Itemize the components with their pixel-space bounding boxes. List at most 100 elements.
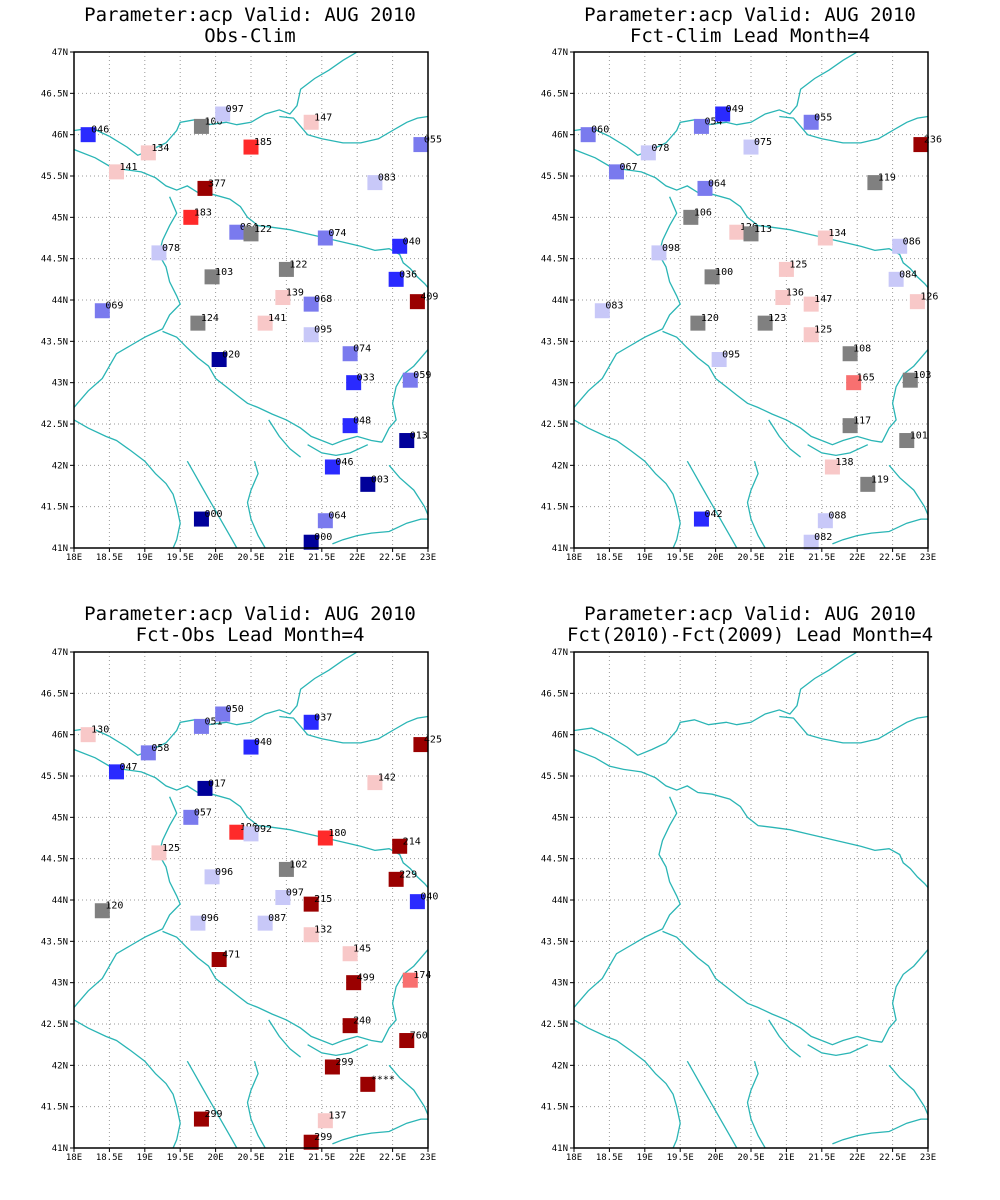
x-tick-label: 23E	[920, 553, 936, 563]
station-marker	[108, 164, 124, 180]
station-marker	[803, 296, 819, 312]
x-tick-label: 21.5E	[308, 1153, 335, 1163]
station-marker	[817, 513, 833, 529]
coastline	[574, 1019, 681, 1148]
station-value-label: 103	[215, 267, 233, 278]
station-marker	[204, 869, 220, 885]
station-marker	[151, 845, 167, 861]
station-marker	[197, 780, 213, 796]
station-marker	[413, 137, 429, 153]
coastline	[881, 949, 928, 1043]
station-value-label: 142	[378, 773, 396, 784]
coastline	[186, 460, 238, 548]
station-marker	[743, 226, 759, 242]
station-value-label: 229	[399, 869, 417, 880]
station-marker	[346, 375, 362, 391]
station-marker	[842, 418, 858, 434]
station-marker	[204, 269, 220, 285]
station-marker	[80, 727, 96, 743]
x-tick-label: 18.5E	[596, 1153, 623, 1163]
station-marker	[817, 230, 833, 246]
coastline	[574, 196, 681, 408]
x-tick-label: 18.5E	[596, 553, 623, 563]
station-value-label: 180	[328, 828, 346, 839]
station-value-label: 049	[726, 104, 744, 115]
panel-3-title-line1: Parameter:acp Valid: AUG 2010	[84, 603, 416, 625]
station-value-label: 132	[314, 925, 332, 936]
station-marker	[243, 226, 259, 242]
station-value-label: 050	[226, 704, 244, 715]
x-tick-label: 20.5E	[737, 553, 764, 563]
station-marker	[402, 372, 418, 388]
coastline	[74, 148, 428, 289]
panel-1-title-line1: Parameter:acp Valid: AUG 2010	[84, 4, 416, 26]
y-tick-label: 45N	[552, 213, 568, 223]
y-tick-label: 43N	[52, 979, 68, 989]
station-value-label: 097	[286, 888, 304, 899]
station-marker	[892, 238, 908, 254]
station-marker	[193, 118, 209, 134]
coastline	[74, 796, 181, 1008]
x-tick-label: 22.5E	[379, 553, 406, 563]
station-marker	[243, 739, 259, 755]
station-marker	[392, 838, 408, 854]
station-value-label: 409	[420, 292, 438, 303]
panel-2-title-line2: Fct-Clim Lead Month=4	[629, 25, 871, 47]
station-marker	[693, 118, 709, 134]
station-marker	[711, 352, 727, 368]
station-marker	[303, 296, 319, 312]
station-value-label: 055	[424, 135, 442, 146]
station-marker	[899, 433, 915, 449]
station-value-label: 106	[204, 116, 222, 127]
x-tick-label: 18E	[66, 1153, 82, 1163]
station-marker	[303, 1134, 319, 1150]
station-marker	[211, 952, 227, 968]
y-tick-label: 42N	[52, 461, 68, 471]
coastline	[779, 115, 928, 144]
y-tick-label: 45.5N	[541, 772, 568, 782]
station-value-label: 000	[314, 532, 332, 543]
panel-2-title-line1: Parameter:acp Valid: AUG 2010	[584, 4, 916, 26]
station-marker	[913, 137, 929, 153]
station-value-label: 020	[222, 350, 240, 361]
x-tick-label: 19.5E	[667, 1153, 694, 1163]
station-value-label: 036	[399, 269, 417, 280]
station-marker	[342, 346, 358, 362]
station-marker	[409, 894, 425, 910]
coastline	[807, 1044, 869, 1057]
station-value-label: 095	[314, 325, 332, 336]
coastline	[574, 652, 858, 757]
coastline	[246, 461, 266, 548]
station-marker	[151, 245, 167, 261]
station-marker	[651, 245, 667, 261]
station-marker	[278, 861, 294, 877]
station-value-label: 299	[204, 1109, 222, 1120]
x-tick-label: 18E	[566, 1153, 582, 1163]
station-value-label: 119	[878, 173, 896, 184]
coastline	[388, 1064, 428, 1116]
coastline	[832, 518, 928, 545]
coastline	[779, 715, 928, 744]
coastline	[332, 518, 428, 545]
station-marker	[140, 745, 156, 761]
station-marker	[360, 476, 376, 492]
station-marker	[243, 826, 259, 842]
station-value-label: 123	[768, 313, 786, 324]
y-tick-label: 46N	[52, 731, 68, 741]
station-marker	[94, 303, 110, 319]
station-value-label: 147	[314, 112, 332, 123]
station-value-label: 174	[413, 970, 431, 981]
station-value-label: 130	[91, 725, 109, 736]
station-marker	[399, 1033, 415, 1049]
station-value-label: 108	[853, 344, 871, 355]
station-marker	[303, 896, 319, 912]
coastline	[888, 464, 928, 516]
station-value-label: 003	[371, 474, 389, 485]
coastline	[332, 1118, 428, 1145]
station-value-label: 125	[814, 325, 832, 336]
station-value-label: 040	[403, 236, 421, 247]
y-tick-label: 41N	[52, 1144, 68, 1154]
station-marker	[392, 238, 408, 254]
station-value-label: 136	[786, 288, 804, 299]
